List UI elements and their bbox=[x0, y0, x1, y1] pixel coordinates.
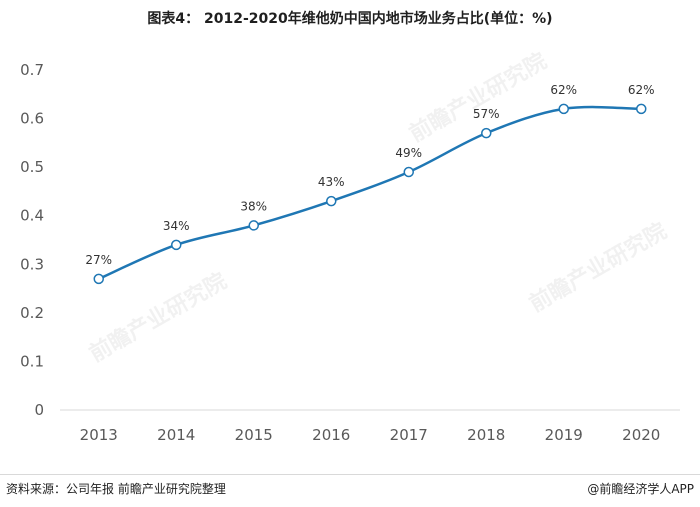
x-tick-label: 2016 bbox=[312, 426, 350, 444]
data-label: 43% bbox=[318, 175, 345, 189]
chart-title: 图表4： 2012-2020年维他奶中国内地市场业务占比(单位：%) bbox=[147, 11, 553, 27]
data-label: 57% bbox=[473, 107, 500, 121]
data-point bbox=[481, 127, 492, 139]
data-label: 62% bbox=[628, 83, 655, 97]
data-point bbox=[558, 103, 569, 115]
data-labels: 27% 34% 38% 43% 49% 57% 62% 62% bbox=[85, 83, 654, 267]
y-tick-label: 0 bbox=[34, 401, 44, 419]
data-points bbox=[93, 103, 647, 285]
y-tick-label: 0.3 bbox=[20, 255, 44, 273]
data-point bbox=[93, 273, 104, 285]
y-tick-label: 0.2 bbox=[20, 304, 44, 322]
y-tick-label: 0.5 bbox=[20, 158, 44, 176]
source-note: 资料来源：公司年报 前瞻产业研究院整理 bbox=[6, 482, 226, 496]
x-tick-label: 2019 bbox=[545, 426, 583, 444]
data-label: 34% bbox=[163, 219, 190, 233]
x-tick-label: 2018 bbox=[467, 426, 505, 444]
y-tick-label: 0.4 bbox=[20, 207, 44, 225]
data-point bbox=[326, 195, 337, 207]
data-point bbox=[248, 220, 259, 231]
data-point bbox=[636, 103, 647, 115]
data-label: 49% bbox=[395, 146, 422, 160]
x-tick-label: 2013 bbox=[80, 426, 118, 444]
data-label: 38% bbox=[240, 199, 267, 213]
data-label: 62% bbox=[550, 83, 577, 97]
x-tick-label: 2015 bbox=[235, 426, 273, 444]
y-tick-label: 0.6 bbox=[20, 110, 44, 128]
footer-divider bbox=[0, 474, 700, 475]
x-tick-label: 2017 bbox=[390, 426, 428, 444]
y-tick-label: 0.1 bbox=[20, 352, 44, 370]
credit-note: @前瞻经济学人APP bbox=[587, 482, 694, 496]
x-axis: 2013 2014 2015 2016 2017 2018 2019 2020 bbox=[60, 409, 680, 444]
x-tick-label: 2020 bbox=[622, 426, 660, 444]
y-tick-label: 0.7 bbox=[20, 61, 44, 79]
series-line bbox=[98, 105, 642, 281]
data-label: 27% bbox=[85, 253, 112, 267]
y-axis: 0 0.1 0.2 0.3 0.4 0.5 0.6 0.7 bbox=[20, 61, 44, 419]
line-chart: 00.10.20.30.40.50.60.7 2013 2014 2015 2016 2… bbox=[20, 61, 680, 444]
data-point bbox=[403, 166, 414, 178]
data-point bbox=[171, 239, 182, 251]
x-tick-label: 2014 bbox=[157, 426, 195, 444]
